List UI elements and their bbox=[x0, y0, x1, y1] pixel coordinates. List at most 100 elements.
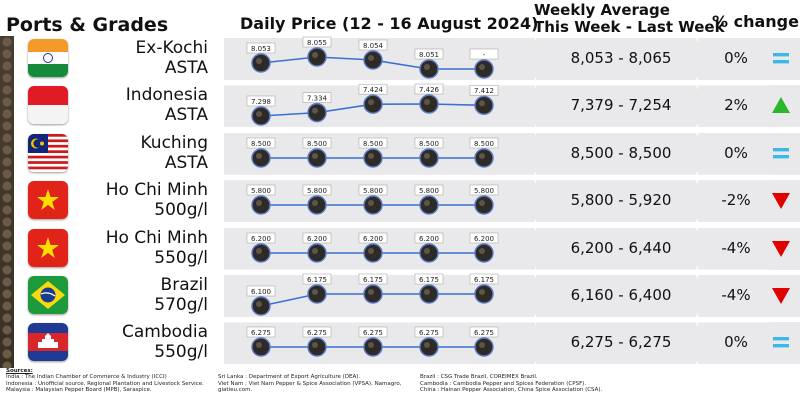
sources-col-3: Brazil : CSG Trade Brazil, COREIMEX Braz… bbox=[420, 374, 602, 394]
data-label: 6.275 bbox=[307, 329, 327, 337]
data-label-box bbox=[469, 85, 499, 96]
source-line: Sri Lanka : Department of Export Agricul… bbox=[218, 374, 361, 380]
data-label-box bbox=[469, 327, 499, 338]
pepper-marker-highlight bbox=[368, 342, 374, 349]
data-label-box bbox=[469, 232, 499, 243]
data-label: 5.800 bbox=[363, 187, 383, 195]
price-point: 7.426 bbox=[414, 84, 444, 115]
port-grade-label: Ex-Kochi ASTA bbox=[74, 38, 208, 78]
port-name: Ho Chi Minh bbox=[105, 227, 208, 248]
daily-price-chart: 7.298 7.334 7.424 7.426 7.412 bbox=[246, 84, 499, 127]
daily-price-chart: 6.100 6.175 6.175 6.175 6.175 bbox=[246, 273, 499, 316]
header-ports: Ports & Grades bbox=[6, 14, 169, 36]
data-label: 8.500 bbox=[363, 140, 383, 148]
data-label: 6.200 bbox=[419, 234, 439, 242]
price-point: 7.412 bbox=[469, 85, 499, 116]
pepper-marker-highlight bbox=[256, 58, 262, 64]
pepper-marker-highlight bbox=[479, 64, 485, 70]
data-label: 6.175 bbox=[307, 276, 327, 284]
data-label-box bbox=[246, 42, 276, 54]
data-label: 6.275 bbox=[251, 329, 271, 337]
price-point: 7.334 bbox=[302, 92, 332, 123]
percent-change-value: -2% bbox=[721, 191, 751, 210]
data-label: 5.800 bbox=[419, 187, 439, 195]
pepper-marker-highlight bbox=[424, 247, 430, 254]
data-label-box bbox=[414, 232, 444, 243]
equal-icon bbox=[773, 337, 789, 348]
source-line: Malaysia : Malaysian Pepper Board (MPB),… bbox=[6, 387, 152, 394]
weekly-average-value: 6,275 - 6,275 bbox=[570, 333, 672, 352]
pepper-marker-highlight bbox=[312, 52, 318, 58]
bg-ind-cell bbox=[770, 38, 800, 80]
malaysia-flag bbox=[28, 133, 68, 172]
data-label: 6.200 bbox=[363, 234, 383, 242]
bg-pct-cell bbox=[698, 275, 780, 317]
data-label-box bbox=[414, 273, 444, 285]
bg-ind-cell bbox=[770, 322, 800, 365]
price-point: 6.175 bbox=[302, 273, 332, 304]
source-line: India : The Indian Chamber of Commerce &… bbox=[6, 374, 167, 380]
weekly-average-value: 8,500 - 8,500 bbox=[570, 143, 672, 162]
data-label: 5.800 bbox=[307, 187, 327, 195]
price-point: 5.800 bbox=[469, 184, 499, 215]
down-arrow-icon bbox=[772, 193, 790, 210]
price-row: Ex-Kochi ASTA 8.053 8.055 8.054 8.051 - 8,053 -… bbox=[14, 36, 800, 80]
data-label-box bbox=[358, 327, 388, 338]
pepper-marker-highlight bbox=[256, 200, 262, 207]
source-line: Viet Nam : Viet Nam Pepper & Spice Assoc… bbox=[218, 380, 402, 387]
data-label: 6.200 bbox=[251, 234, 271, 242]
data-label: 6.275 bbox=[419, 329, 439, 337]
bg-ind-cell bbox=[770, 132, 800, 175]
down-arrow-icon bbox=[772, 240, 790, 257]
pepper-marker-highlight bbox=[368, 247, 374, 254]
pepper-marker-highlight bbox=[424, 99, 430, 106]
bg-pct-cell bbox=[698, 180, 780, 223]
equal-icon bbox=[773, 147, 789, 159]
bg-pct-cell bbox=[698, 38, 780, 80]
percent-change-value: 0% bbox=[724, 143, 748, 162]
price-point: 6.200 bbox=[414, 232, 444, 263]
port-grade-label: Kuching ASTA bbox=[74, 133, 209, 173]
pepper-marker-highlight bbox=[312, 152, 318, 159]
header-weekly-average: Weekly Average This Week - Last Week bbox=[534, 2, 725, 36]
price-point: 8.055 bbox=[302, 36, 332, 67]
price-point: 8.500 bbox=[302, 137, 332, 168]
data-label: 7.426 bbox=[419, 86, 440, 94]
price-point: - bbox=[469, 48, 499, 79]
percent-change-value: 2% bbox=[724, 96, 748, 115]
percent-change-value: -4% bbox=[721, 286, 751, 304]
sources-title: Sources: bbox=[6, 368, 33, 374]
data-label-box bbox=[302, 36, 332, 48]
grade-name: 550g/l bbox=[154, 247, 208, 268]
price-point: 8.051 bbox=[414, 48, 444, 79]
pepper-marker-highlight bbox=[368, 289, 374, 295]
data-label-box bbox=[302, 327, 332, 338]
source-line: Indonesia : Unofficial source, Regional … bbox=[6, 380, 204, 387]
data-label: 5.800 bbox=[474, 187, 494, 195]
data-label: 6.200 bbox=[474, 234, 494, 242]
port-grade-label: Ho Chi Minh 500g/l bbox=[74, 180, 208, 220]
price-point: 6.275 bbox=[246, 327, 276, 358]
pepper-marker-highlight bbox=[424, 200, 430, 207]
pepper-marker-highlight bbox=[424, 152, 430, 159]
bg-avg-cell bbox=[536, 85, 706, 128]
sources-col-2: Sri Lanka : Department of Export Agricul… bbox=[218, 374, 402, 394]
price-point: 6.175 bbox=[358, 273, 388, 304]
source-line: Cambodia : Cambodia Pepper and Spices Fe… bbox=[420, 380, 587, 387]
price-point: 8.053 bbox=[246, 42, 276, 73]
header-weekly-line2: This Week - Last Week bbox=[534, 18, 725, 36]
grade-name: 550g/l bbox=[154, 342, 208, 363]
price-point: 6.275 bbox=[358, 327, 388, 358]
bg-pct-cell bbox=[698, 227, 780, 270]
price-row: Ho Chi Minh 500g/l 5.800 5.800 5.800 5.800 5.8… bbox=[14, 178, 800, 223]
source-line: Brazil : CSG Trade Brazil, COREIMEX Braz… bbox=[420, 374, 538, 380]
pepper-marker-highlight bbox=[368, 200, 374, 207]
source-line: giatieu.com. bbox=[218, 387, 253, 394]
pepper-marker-highlight bbox=[256, 111, 262, 118]
data-label: 8.051 bbox=[419, 51, 439, 59]
data-label-box bbox=[302, 184, 332, 196]
data-label-box bbox=[414, 137, 444, 149]
data-label-box bbox=[358, 184, 388, 196]
weekly-average-value: 6,160 - 6,400 bbox=[570, 286, 672, 304]
data-label: 6.175 bbox=[419, 276, 439, 284]
